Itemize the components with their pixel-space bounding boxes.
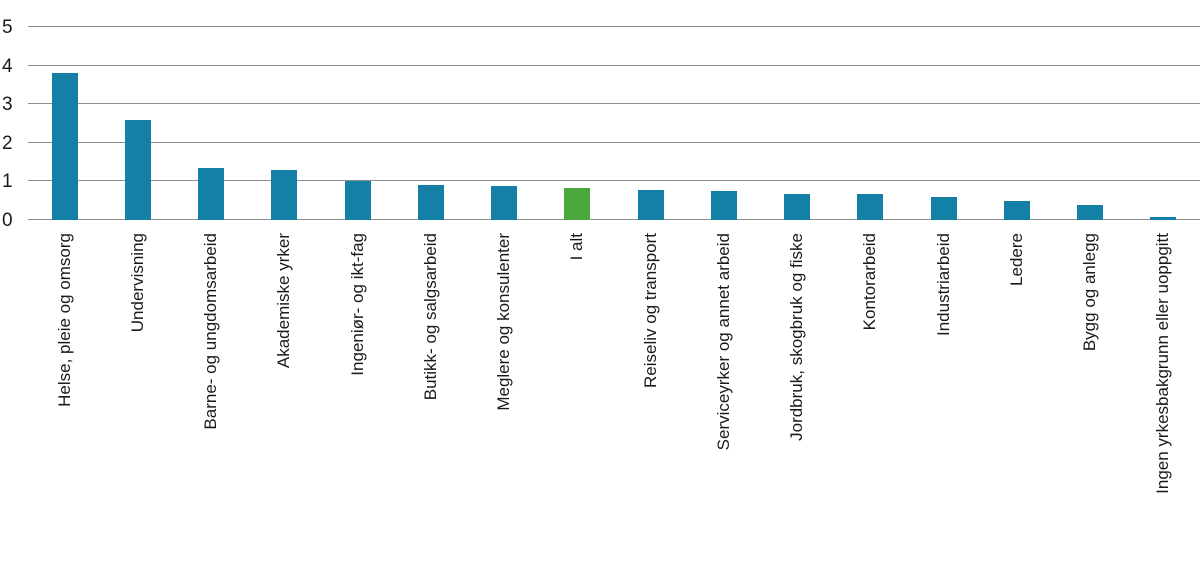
x-label-3: Barne- og ungdomsarbeid [200,233,222,435]
x-label-text: Serviceyrker og annet arbeid [713,233,733,451]
bar-13 [930,196,957,220]
x-label-4: Akademiske yrker [273,233,295,373]
gridline-y4 [28,64,1200,66]
x-label-text: Butikk- og salgsarbeid [420,233,440,401]
x-label-text: Reiseliv og transport [640,233,660,388]
x-label-text: Akademiske yrker [274,233,294,369]
x-label-text: Jordbruk, skogbruk og fiske [787,233,807,441]
y-tick-label-5: 5 [2,17,13,38]
bar-6 [417,185,444,220]
y-tick-label-4: 4 [2,55,13,77]
bar-11 [784,193,811,220]
x-label-16: Ingen yrkesbakgrunn eller uoppgitt [1152,233,1174,499]
y-tick-label-1: 1 [2,171,13,193]
bar-5 [344,181,371,220]
bar-highlight-i-alt [564,188,591,220]
x-label-text: Meglere og konsulenter [494,233,514,411]
x-label-1: Helse, pleie og omsorg [54,233,76,412]
x-label-text: Kontorarbeid [860,233,880,331]
x-label-10: Serviceyrker og annet arbeid [713,233,735,455]
x-label-text: Ingen yrkesbakgrunn eller uoppgitt [1153,233,1173,494]
y-tick-label-3: 3 [2,94,13,116]
x-label-11: Jordbruk, skogbruk og fiske [786,233,808,446]
x-label-text: Industriarbeid [933,233,953,337]
x-label-text: I alt [567,233,587,261]
bar-2 [124,119,151,220]
y-tick-label-0: 0 [2,210,13,231]
x-label-text: Ledere [1006,233,1026,286]
x-label-15: Bygg og anlegg [1079,233,1101,356]
x-label-12: Kontorarbeid [859,233,881,335]
gridline-y2 [28,141,1200,143]
bar-14 [1003,200,1030,220]
x-label-text: Helse, pleie og omsorg [54,233,74,407]
x-label-text: Undervisning [127,233,147,333]
bar-10 [710,191,737,220]
plot-area [28,26,1200,220]
gridline-y3 [28,103,1200,105]
x-label-8: I alt [566,233,588,265]
gridline-y5 [28,26,1200,27]
x-label-9: Reiseliv og transport [640,233,662,393]
gridline-y1 [28,180,1200,182]
x-label-text: Ingeniør- og ikt-fag [347,233,367,376]
y-tick-label-2: 2 [2,132,13,154]
bar-12 [857,193,884,220]
x-label-text: Bygg og anlegg [1080,233,1100,352]
bar-4 [271,169,298,220]
bar-16 [1150,217,1177,220]
bar-3 [198,167,225,220]
x-label-13: Industriarbeid [933,233,955,341]
bar-1 [51,73,78,220]
x-label-7: Meglere og konsulenter [493,233,515,416]
bar-7 [491,186,518,220]
bar-9 [637,189,664,220]
x-label-5: Ingeniør- og ikt-fag [347,233,369,381]
x-label-6: Butikk- og salgsarbeid [420,233,442,405]
gridline-y0 [28,219,1200,220]
x-label-14: Ledere [1006,233,1028,291]
x-label-2: Undervisning [127,233,149,337]
bar-15 [1077,204,1104,220]
x-label-text: Barne- og ungdomsarbeid [201,233,221,430]
